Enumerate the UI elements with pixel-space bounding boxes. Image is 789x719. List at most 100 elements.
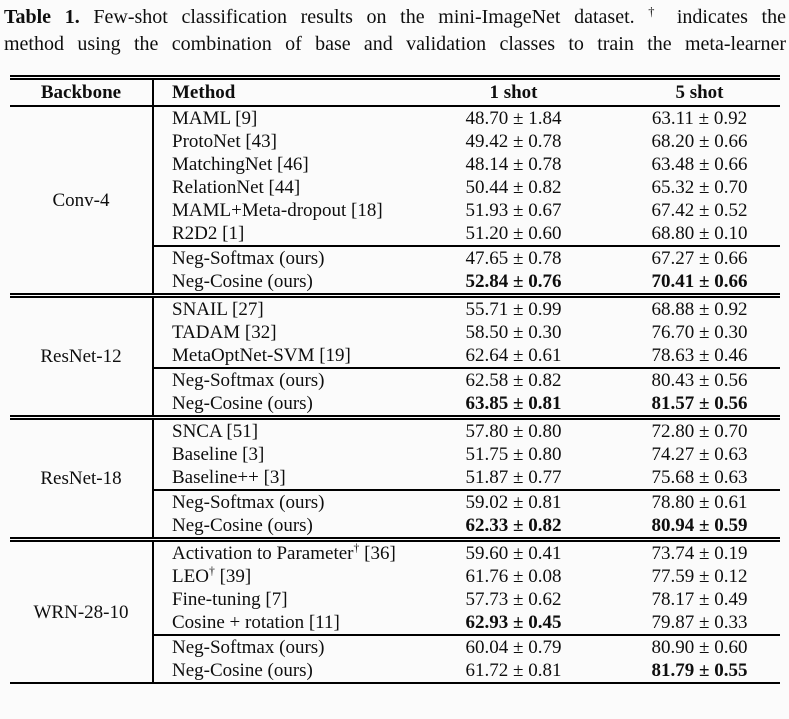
ours-method-row: Neg-Softmax (ours) 47.65 ± 0.78 67.27 ± 0.…	[10, 245, 780, 270]
method-cell: MAML [9]	[152, 106, 430, 130]
five-shot-value-cell: 78.17 ± 0.49	[651, 589, 748, 610]
method-row: R2D2 [1] 51.20 ± 0.60 68.80 ± 0.10	[10, 222, 780, 246]
header-five-shot: 5 shot	[597, 75, 780, 107]
five-shot-value-cell: 74.27 ± 0.63	[651, 444, 748, 465]
one-shot-value-cell: 59.02 ± 0.81	[430, 489, 597, 514]
one-shot-value-cell: 51.87 ± 0.77	[465, 467, 562, 488]
method-row: LEO† [39] 61.76 ± 0.08 77.59 ± 0.12	[10, 565, 780, 588]
header-method: Method	[152, 75, 430, 107]
method-cell: MetaOptNet-SVM [19]	[152, 344, 430, 368]
results-table: Backbone Method 1 shot 5 shot Conv-4 MAML…	[10, 75, 780, 684]
dagger-mark: †	[648, 4, 664, 19]
five-shot-value-cell: 67.27 ± 0.66	[597, 245, 780, 270]
method-cell: Neg-Cosine (ours)	[152, 659, 430, 683]
ours-method-row: Neg-Cosine (ours) 52.84 ± 0.76 70.41 ± 0.6…	[10, 270, 780, 296]
five-shot-value-cell: 78.80 ± 0.61	[597, 489, 780, 514]
method-row: WRN-28-10 Activation to Parameter† [36] 59…	[10, 537, 780, 683]
method-cell: Cosine + rotation [11]	[152, 611, 430, 635]
five-shot-value-cell: 67.42 ± 0.52	[651, 200, 748, 221]
method-row: MatchingNet [46] 48.14 ± 0.78 63.48 ± 0.66	[10, 153, 780, 176]
header-backbone: Backbone	[10, 75, 153, 107]
method-row: Baseline++ [3] 51.87 ± 0.77 75.68 ± 0.63	[10, 466, 780, 490]
one-shot-value-cell: 51.20 ± 0.60	[465, 223, 562, 244]
ours-method-row: Neg-Softmax (ours) 59.02 ± 0.81 78.80 ± 0.…	[10, 489, 780, 514]
results-table-body: Conv-4 MAML [9] 48.70 ± 1.84 63.11 ± 0.92 Pr…	[10, 106, 780, 683]
one-shot-value-cell: 49.42 ± 0.78	[465, 131, 562, 152]
one-shot-value-cell: 61.72 ± 0.81	[465, 660, 562, 681]
five-shot-value-cell: 81.57 ± 0.56	[651, 393, 748, 414]
five-shot-value-cell: 63.48 ± 0.66	[651, 154, 748, 175]
five-shot-value-cell: 75.68 ± 0.63	[651, 467, 748, 488]
five-shot-value-cell: 80.43 ± 0.56	[597, 367, 780, 392]
one-shot-value-cell: 48.70 ± 1.84	[465, 108, 562, 129]
method-cell: MAML+Meta-dropout [18]	[152, 199, 430, 222]
method-row: Fine-tuning [7] 57.73 ± 0.62 78.17 ± 0.49	[10, 588, 780, 611]
method-cell: Neg-Cosine (ours)	[152, 270, 430, 296]
table-caption: Table 1. Few-shot classification results…	[4, 4, 786, 58]
one-shot-value-cell: 62.33 ± 0.82	[465, 515, 562, 536]
five-shot-value-cell: 73.74 ± 0.19	[597, 537, 780, 565]
method-row: Cosine + rotation [11] 62.93 ± 0.45 79.87 …	[10, 611, 780, 635]
five-shot-value-cell: 80.90 ± 0.60	[597, 634, 780, 659]
one-shot-value-cell: 52.84 ± 0.76	[465, 271, 562, 292]
one-shot-value-cell: 60.04 ± 0.79	[430, 634, 597, 659]
method-cell: R2D2 [1]	[152, 222, 430, 246]
caption-label: Table 1.	[4, 6, 80, 28]
method-row: ProtoNet [43] 49.42 ± 0.78 68.20 ± 0.66	[10, 130, 780, 153]
method-cell: Neg-Softmax (ours)	[152, 245, 430, 270]
method-cell: Baseline++ [3]	[152, 466, 430, 490]
one-shot-value-cell: 62.58 ± 0.82	[430, 367, 597, 392]
method-row: TADAM [32] 58.50 ± 0.30 76.70 ± 0.30	[10, 321, 780, 344]
method-cell: MatchingNet [46]	[152, 153, 430, 176]
five-shot-value-cell: 68.88 ± 0.92	[597, 293, 780, 321]
one-shot-value-cell: 57.80 ± 0.80	[430, 415, 597, 443]
backbone-cell: ResNet-12	[10, 293, 153, 418]
method-cell: LEO† [39]	[152, 565, 430, 588]
method-row: MetaOptNet-SVM [19] 62.64 ± 0.61 78.63 ± 0…	[10, 344, 780, 368]
five-shot-value-cell: 78.63 ± 0.46	[651, 345, 748, 366]
method-cell: Neg-Softmax (ours)	[152, 367, 430, 392]
ours-method-row: Neg-Softmax (ours) 62.58 ± 0.82 80.43 ± 0.…	[10, 367, 780, 392]
five-shot-value-cell: 72.80 ± 0.70	[597, 415, 780, 443]
results-table-header: Backbone Method 1 shot 5 shot	[10, 75, 780, 107]
one-shot-value-cell: 58.50 ± 0.30	[465, 322, 562, 343]
five-shot-value-cell: 63.11 ± 0.92	[651, 108, 748, 129]
method-row: ResNet-12 SNAIL [27] 55.71 ± 0.99 68.88 ± 0…	[10, 293, 780, 418]
five-shot-value-cell: 81.79 ± 0.55	[651, 660, 748, 681]
method-cell: TADAM [32]	[152, 321, 430, 344]
method-cell: Neg-Cosine (ours)	[152, 392, 430, 418]
five-shot-value-cell: 80.94 ± 0.59	[651, 515, 748, 536]
method-cell: SNAIL [27]	[152, 293, 430, 321]
one-shot-value-cell: 51.93 ± 0.67	[465, 200, 562, 221]
ours-method-row: Neg-Cosine (ours) 61.72 ± 0.81 81.79 ± 0.5…	[10, 659, 780, 683]
header-row: Backbone Method 1 shot 5 shot	[10, 75, 780, 107]
method-row: RelationNet [44] 50.44 ± 0.82 65.32 ± 0.70	[10, 176, 780, 199]
one-shot-value-cell: 48.14 ± 0.78	[465, 154, 562, 175]
one-shot-value-cell: 63.85 ± 0.81	[465, 393, 562, 414]
backbone-cell: WRN-28-10	[10, 537, 153, 683]
one-shot-value-cell: 51.75 ± 0.80	[465, 444, 562, 465]
method-cell: ProtoNet [43]	[152, 130, 430, 153]
method-cell: Neg-Cosine (ours)	[152, 514, 430, 540]
five-shot-value-cell: 77.59 ± 0.12	[651, 566, 748, 587]
five-shot-value-cell: 79.87 ± 0.33	[651, 612, 748, 633]
header-one-shot: 1 shot	[430, 75, 597, 107]
five-shot-value-cell: 68.20 ± 0.66	[651, 131, 748, 152]
dagger-mark: †	[208, 565, 215, 578]
method-cell: Neg-Softmax (ours)	[152, 634, 430, 659]
caption-line-2: method using the combination of base and…	[4, 31, 786, 58]
backbone-cell: Conv-4	[52, 189, 110, 211]
method-cell: Activation to Parameter† [36]	[152, 537, 430, 565]
ours-method-row: Neg-Cosine (ours) 63.85 ± 0.81 81.57 ± 0.5…	[10, 392, 780, 418]
five-shot-value-cell: 70.41 ± 0.66	[651, 271, 748, 292]
one-shot-value-cell: 62.93 ± 0.45	[465, 612, 562, 633]
five-shot-value-cell: 76.70 ± 0.30	[651, 322, 748, 343]
backbone-cell: ResNet-18	[10, 415, 153, 540]
one-shot-value-cell: 47.65 ± 0.78	[430, 245, 597, 270]
one-shot-value-cell: 55.71 ± 0.99	[430, 293, 597, 321]
ours-method-row: Neg-Cosine (ours) 62.33 ± 0.82 80.94 ± 0.5…	[10, 514, 780, 540]
method-row: MAML+Meta-dropout [18] 51.93 ± 0.67 67.42 …	[10, 199, 780, 222]
method-cell: Baseline [3]	[152, 443, 430, 466]
one-shot-value-cell: 50.44 ± 0.82	[465, 177, 562, 198]
one-shot-value-cell: 59.60 ± 0.41	[430, 537, 597, 565]
